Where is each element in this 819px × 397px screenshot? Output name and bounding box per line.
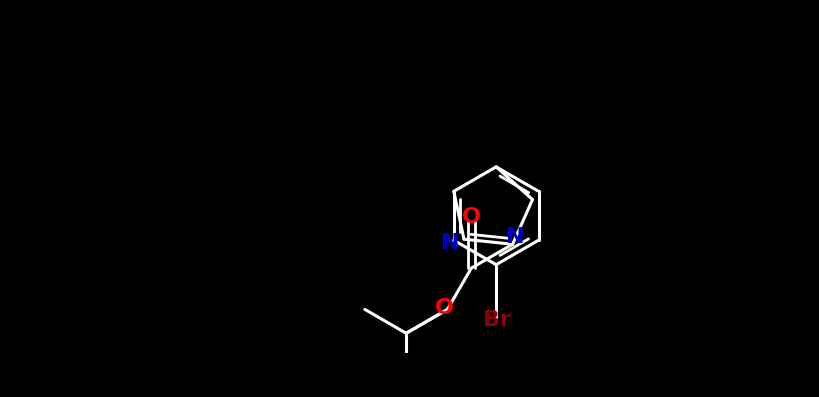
- Text: Br: Br: [483, 310, 511, 330]
- Text: N: N: [441, 233, 460, 253]
- Text: O: O: [462, 207, 481, 227]
- Text: N: N: [506, 227, 525, 247]
- Text: O: O: [435, 298, 454, 318]
